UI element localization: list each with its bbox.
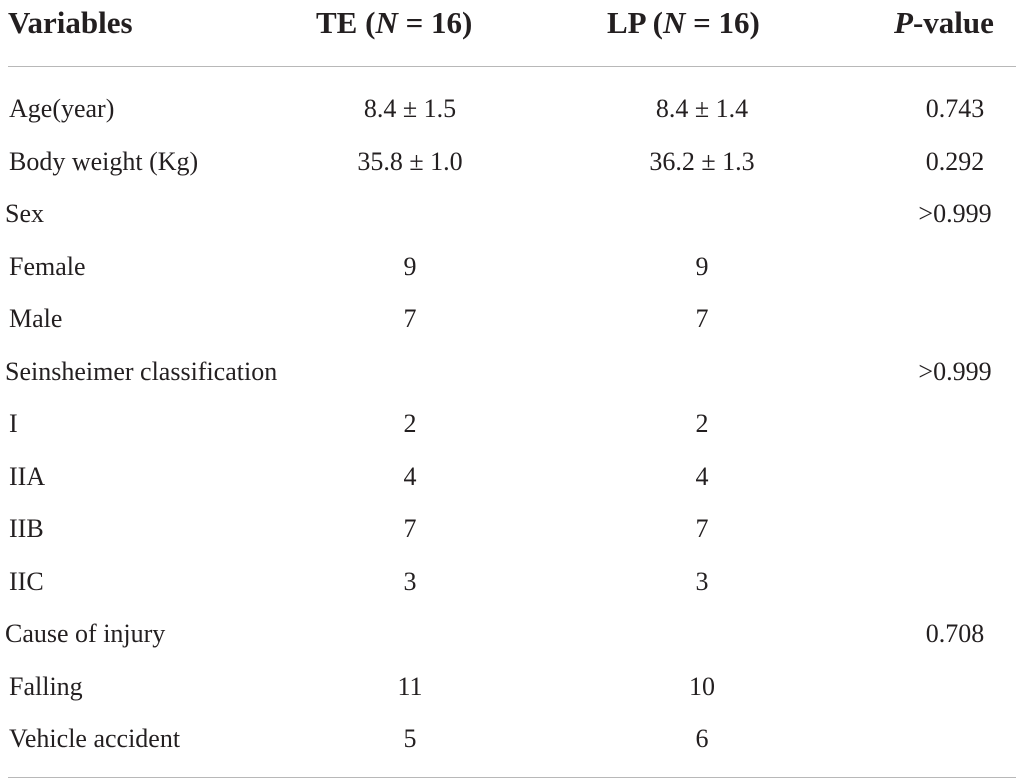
row-lp-value: 2	[695, 409, 709, 438]
row-p-value: >0.999	[918, 199, 992, 228]
table-row: Vehicle accident 5 6	[0, 713, 1020, 766]
row-label: Sex	[5, 199, 44, 228]
row-lp-value: 36.2 ± 1.3	[649, 146, 755, 176]
row-label: Age(year)	[9, 94, 115, 123]
table-row: IIC 3 3	[0, 556, 1020, 609]
row-label: Male	[9, 304, 63, 333]
row-te-value: 35.8 ± 1.0	[357, 146, 463, 176]
row-te-value: 7	[403, 514, 417, 543]
footer-divider	[8, 777, 1016, 778]
row-label: IIC	[9, 566, 44, 596]
header-p-label: P-value	[894, 5, 994, 40]
row-lp-value: 10	[689, 671, 715, 701]
table-row: Age(year) 8.4 ± 1.5 8.4 ± 1.4 0.743	[0, 83, 1020, 136]
header-lp-label: LP (N = 16)	[607, 5, 760, 40]
table-row: Seinsheimer classification >0.999	[0, 346, 1020, 399]
row-lp-value: 7	[695, 304, 709, 333]
row-te-value: 5	[403, 724, 417, 753]
row-te-value: 8.4 ± 1.5	[363, 94, 457, 123]
row-te-value: 4	[403, 461, 417, 491]
row-label: Female	[9, 251, 86, 281]
row-te-value: 2	[403, 409, 417, 438]
header-te: TE (N = 16)	[316, 0, 472, 46]
row-lp-value: 8.4 ± 1.4	[655, 94, 749, 123]
row-te-value: 7	[403, 304, 417, 333]
table-row: IIB 7 7	[0, 503, 1020, 556]
table-row: Falling 11 10	[0, 661, 1020, 714]
row-label: IIB	[9, 514, 44, 543]
row-p-value: >0.999	[918, 356, 992, 386]
row-p-value: 0.708	[925, 619, 985, 648]
row-lp-value: 6	[695, 724, 709, 753]
row-label: I	[9, 409, 18, 438]
row-label: Cause of injury	[5, 619, 166, 648]
table-row: IIA 4 4	[0, 451, 1020, 504]
row-label: Seinsheimer classification	[5, 356, 278, 386]
table-row: I 2 2	[0, 398, 1020, 451]
row-te-value: 11	[397, 671, 423, 701]
row-te-value: 9	[403, 251, 417, 281]
header-variables: Variables	[8, 5, 133, 40]
row-label: IIA	[9, 461, 46, 491]
table-row: Sex >0.999	[0, 188, 1020, 241]
table-row: Male 7 7	[0, 293, 1020, 346]
table-row: Cause of injury 0.708	[0, 608, 1020, 661]
row-lp-value: 9	[695, 251, 709, 281]
row-label: Body weight (Kg)	[9, 146, 199, 176]
table-row: Body weight (Kg) 35.8 ± 1.0 36.2 ± 1.3 0.29…	[0, 136, 1020, 189]
row-te-value: 3	[403, 566, 417, 596]
row-lp-value: 7	[695, 514, 709, 543]
table-body: Age(year) 8.4 ± 1.5 8.4 ± 1.4 0.743 Body wei…	[0, 83, 1020, 766]
row-label: Falling	[9, 671, 83, 701]
row-lp-value: 3	[695, 566, 709, 596]
header-divider	[8, 66, 1016, 67]
row-label: Vehicle accident	[9, 724, 181, 753]
row-p-value: 0.292	[925, 146, 985, 176]
header-p-value: P-value	[894, 0, 994, 46]
header-lp: LP (N = 16)	[607, 0, 760, 46]
row-lp-value: 4	[695, 461, 709, 491]
header-te-label: TE (N = 16)	[316, 5, 473, 40]
row-p-value: 0.743	[925, 94, 985, 123]
table-row: Female 9 9	[0, 241, 1020, 294]
